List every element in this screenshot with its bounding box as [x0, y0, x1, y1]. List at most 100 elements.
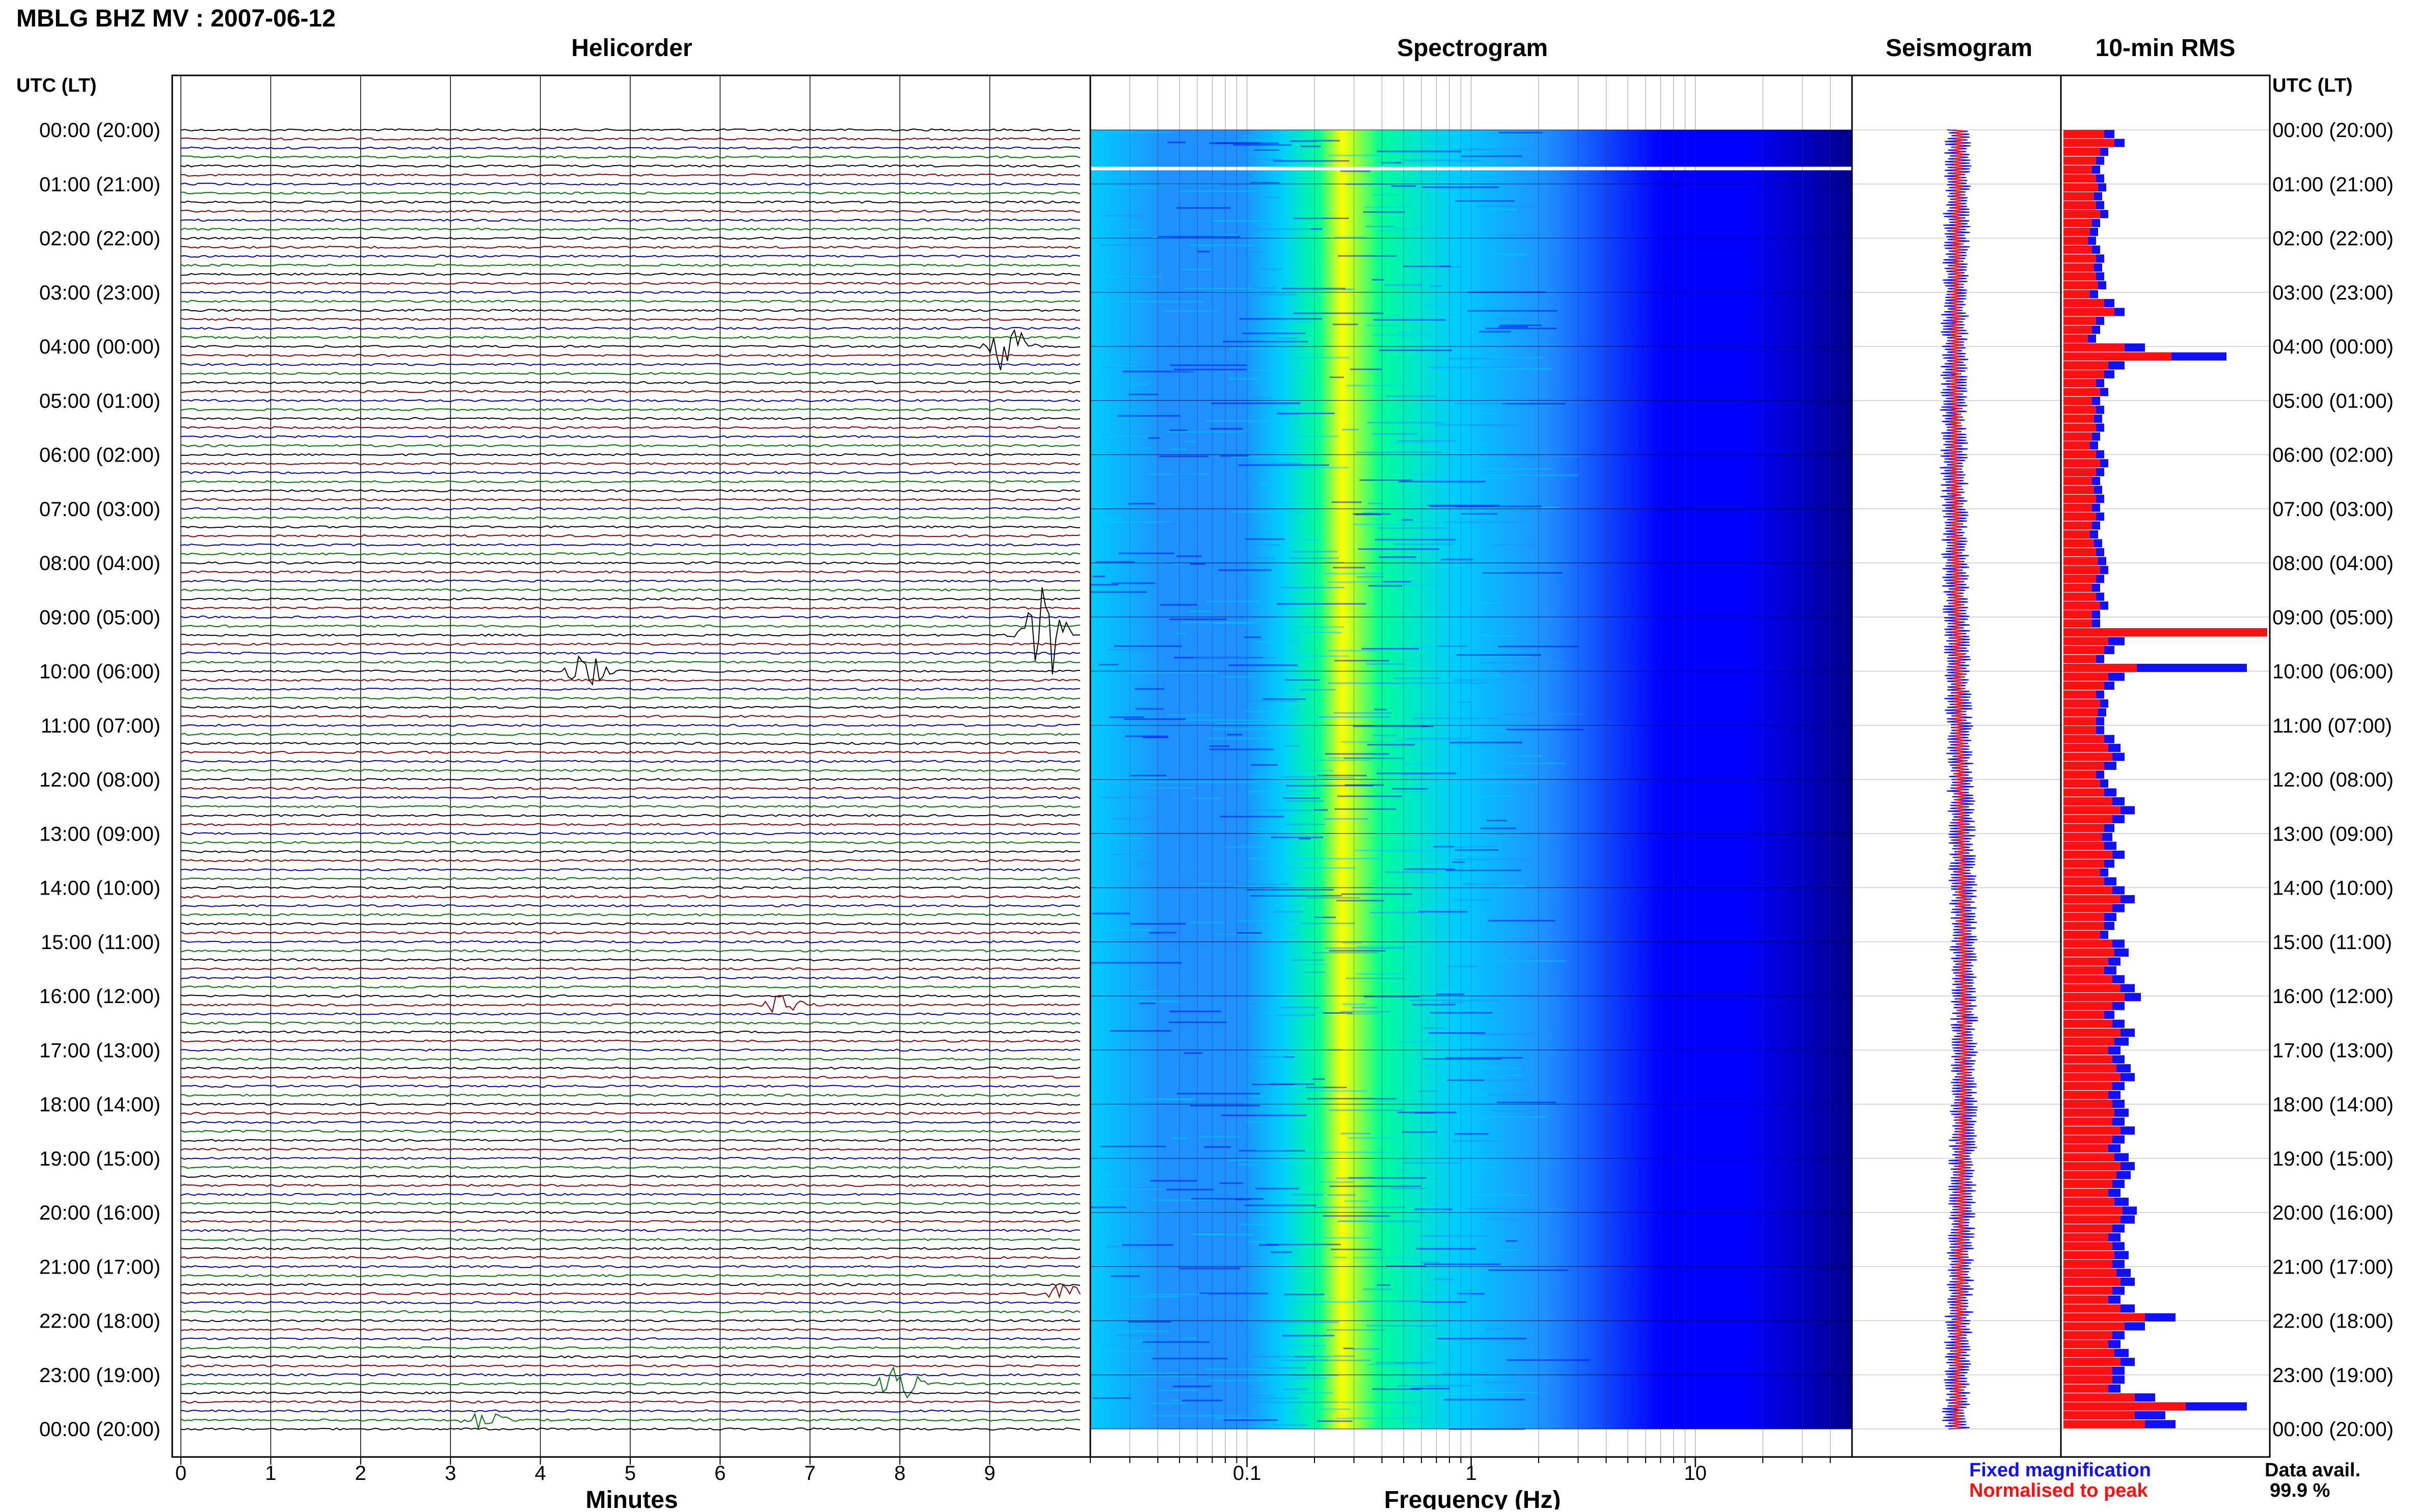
- spectrogram-streak: [1334, 660, 1389, 662]
- spectrogram-streak: [1342, 1003, 1367, 1005]
- rms-bar-normalised: [2063, 1011, 2104, 1019]
- helicorder-trace: [180, 1039, 1081, 1043]
- spectrogram-streak: [1475, 468, 1552, 470]
- spectrogram-streak: [1118, 552, 1174, 554]
- spectrogram-streak: [1151, 535, 1211, 537]
- helicorder-trace: [180, 543, 1081, 547]
- spectrogram-streak: [1323, 1215, 1390, 1217]
- spectrogram-streak: [1167, 142, 1186, 144]
- time-label-right: 13:00 (09:00): [2272, 823, 2394, 845]
- spectrogram-panel: 0.1 1 10: [1089, 74, 1853, 1484]
- helicorder-trace: [180, 1400, 1081, 1403]
- time-label-left: 19:00 (15:00): [39, 1148, 160, 1170]
- rms-bar-normalised: [2063, 485, 2094, 494]
- rms-bar-normalised: [2063, 468, 2096, 476]
- spectrogram-streak: [1101, 131, 1172, 133]
- time-label-left: 07:00 (03:00): [39, 498, 160, 521]
- spectrogram-streak: [1178, 412, 1236, 414]
- rms-bar-normalised: [2063, 290, 2090, 299]
- spectrogram-streak: [1166, 1189, 1214, 1191]
- rms-bar-normalised: [2063, 388, 2100, 396]
- spectrogram-streak: [1378, 527, 1447, 529]
- spectrogram-streak: [1367, 422, 1443, 424]
- spectrogram-streak: [1160, 604, 1197, 606]
- spectrogram-streak: [1121, 1330, 1170, 1332]
- spectrogram-streak: [1452, 1140, 1500, 1142]
- spectrogram-streak: [1116, 301, 1205, 303]
- spectrogram-streak: [1398, 480, 1486, 482]
- spectrogram-streak: [1229, 348, 1290, 350]
- spectrogram-streak: [1215, 1395, 1275, 1397]
- spectrogram-streak: [1437, 1067, 1521, 1069]
- spectrogram-streak: [1303, 289, 1352, 291]
- rms-bar-normalised: [2063, 1242, 2112, 1251]
- spectrogram-streak: [1175, 632, 1187, 634]
- spectrogram-streak: [1248, 857, 1283, 859]
- spectrogram-streak: [1329, 1109, 1404, 1111]
- helicorder-trace: [180, 877, 1081, 880]
- spectrogram-streak: [1100, 276, 1161, 278]
- spectrogram-streak: [1180, 190, 1255, 192]
- spectrogram-streak: [1503, 713, 1584, 715]
- rms-bar-normalised: [2063, 957, 2108, 966]
- helicorder-trace: [180, 814, 1081, 817]
- spectrogram-streak: [1210, 745, 1230, 747]
- spectrogram-streak: [1477, 205, 1537, 207]
- rms-bar-normalised: [2063, 1037, 2114, 1046]
- spectrogram-streak: [1379, 349, 1453, 352]
- time-label-right: 00:00 (20:00): [2272, 1418, 2394, 1441]
- spectrogram-streak: [1429, 881, 1471, 883]
- spectrogram-streak: [1439, 369, 1484, 371]
- spectrogram-streak: [1142, 737, 1168, 739]
- spectrogram-streak: [1340, 170, 1371, 172]
- helicorder-trace: [180, 1247, 1081, 1250]
- spectrogram-streak: [1475, 1034, 1552, 1036]
- spectrogram-streak: [1396, 228, 1470, 230]
- spectrogram-streak: [1202, 651, 1218, 653]
- helicorder-trace: [180, 507, 1081, 510]
- rms-bar-normalised: [2063, 1029, 2121, 1037]
- helicorder-trace: [180, 1346, 1081, 1349]
- helicorder-trace: [180, 1093, 1081, 1097]
- spectrogram-streak: [1453, 899, 1492, 901]
- spectrogram-streak: [1197, 1234, 1255, 1236]
- spectrogram-streak: [1365, 206, 1407, 208]
- spectrogram-streak: [1422, 186, 1499, 188]
- rms-bar-normalised: [2063, 1331, 2112, 1339]
- helicorder-trace: [181, 516, 1081, 520]
- rms-bar-normalised: [2063, 1179, 2112, 1189]
- spectrogram-streak: [1106, 1246, 1162, 1248]
- helicorder-trace: [180, 309, 1081, 312]
- rms-bar-normalised: [2063, 663, 2137, 672]
- spectrogram-streak: [1259, 268, 1283, 270]
- data-availability-label: Data avail.: [2265, 1460, 2360, 1481]
- spectrogram-streak: [1179, 842, 1203, 844]
- spectrogram-streak: [1176, 207, 1231, 209]
- spectrogram-streak: [1505, 1240, 1517, 1242]
- helicorder-xlabel: Minutes: [585, 1487, 678, 1509]
- rms-bar-normalised: [2063, 824, 2104, 832]
- spectrogram-streak: [1424, 1263, 1501, 1265]
- helicorder-trace: [180, 1102, 1081, 1106]
- rms-bar-normalised: [2063, 414, 2094, 423]
- helicorder-trace: [180, 327, 1081, 330]
- spectrogram-streak: [1421, 1261, 1441, 1263]
- spectrogram-streak: [1398, 1041, 1464, 1043]
- spectrogram-streak: [1429, 1032, 1486, 1034]
- spectrogram-streak: [1151, 1402, 1187, 1405]
- helicorder-trace: [180, 462, 1081, 466]
- rms-bar-normalised: [2063, 1366, 2112, 1375]
- spectrogram-streak: [1205, 420, 1290, 422]
- spectrogram-streak: [1219, 676, 1256, 678]
- spectrogram-streak: [1229, 319, 1263, 321]
- helicorder-xtick: 2: [355, 1462, 366, 1484]
- spectrogram-streak: [1282, 1388, 1308, 1390]
- spectrogram-streak: [1325, 947, 1406, 949]
- spectrogram-streak: [1401, 519, 1413, 521]
- rms-bar-normalised: [2063, 183, 2098, 192]
- spectrogram-streak: [1139, 862, 1205, 865]
- helicorder-trace: [180, 1085, 1081, 1088]
- rms-bar-normalised: [2063, 316, 2096, 325]
- rms-bar-normalised: [2063, 762, 2104, 770]
- spectrogram-streak: [1277, 867, 1356, 869]
